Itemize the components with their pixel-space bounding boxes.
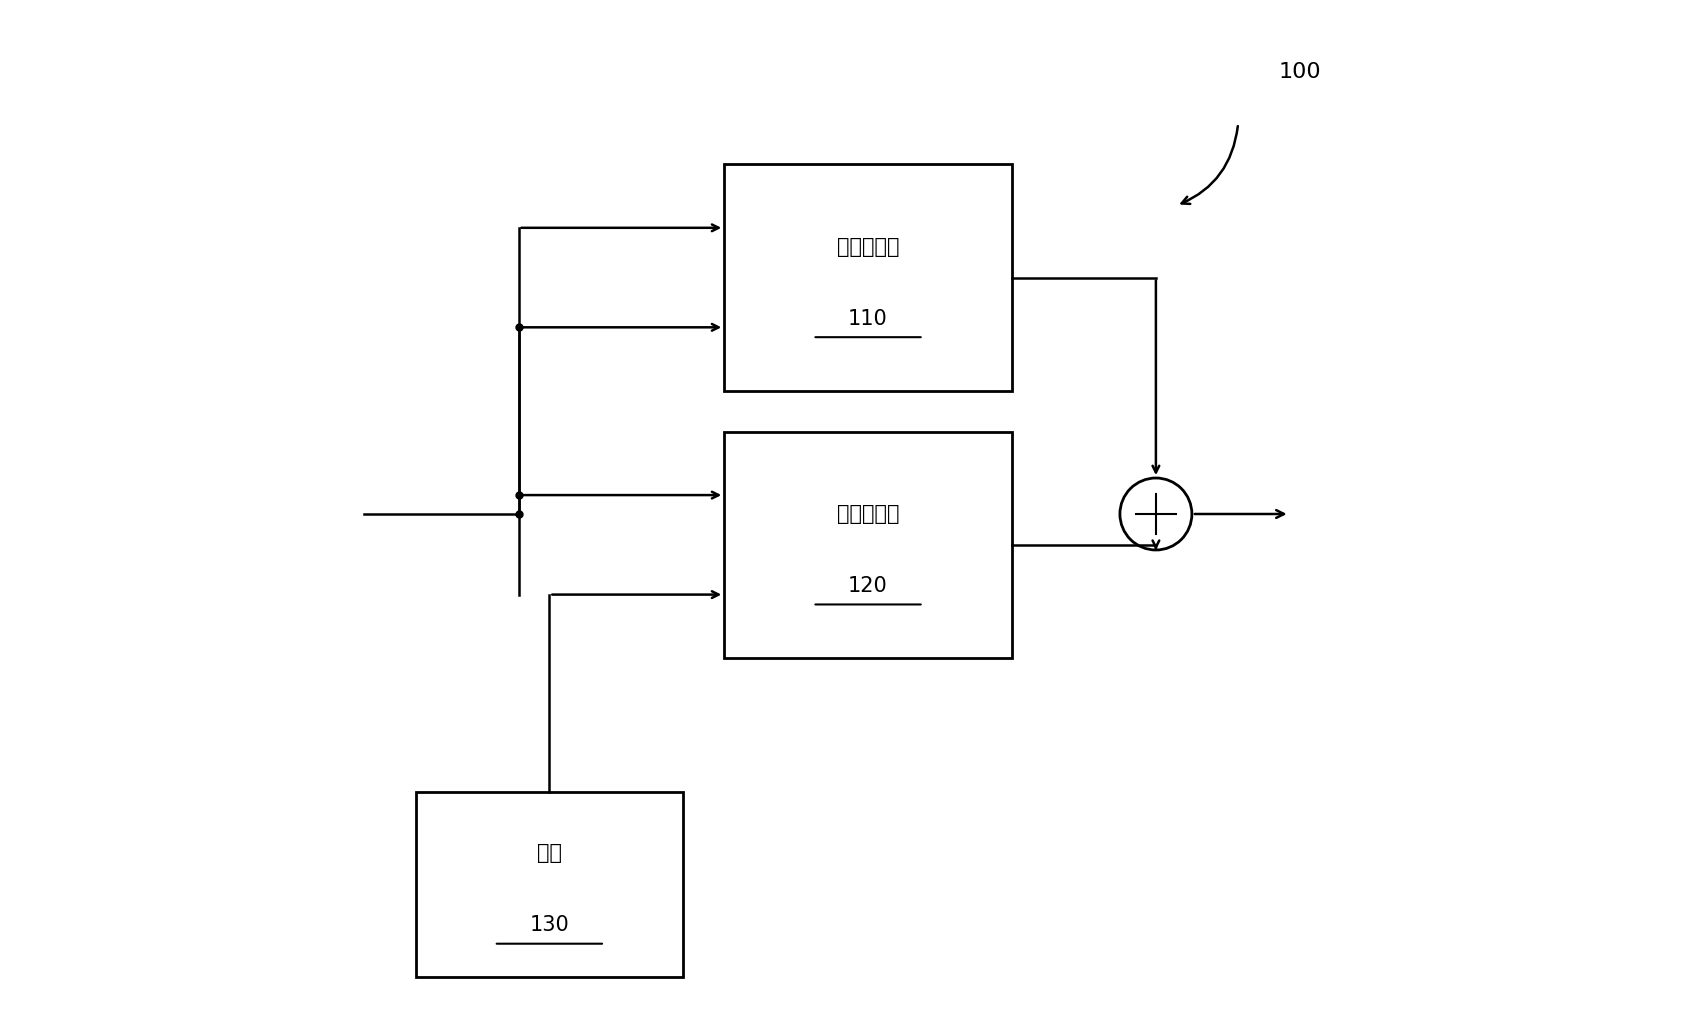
- Text: 120: 120: [848, 576, 888, 596]
- Text: 110: 110: [848, 308, 888, 329]
- Text: 控制: 控制: [537, 843, 561, 864]
- Text: 平滑增益级: 平滑增益级: [837, 236, 900, 257]
- Text: 100: 100: [1278, 62, 1320, 82]
- Text: 高通增益级: 高通增益级: [837, 504, 900, 524]
- FancyBboxPatch shape: [415, 792, 683, 977]
- Text: 130: 130: [529, 915, 570, 935]
- FancyArrowPatch shape: [1181, 126, 1237, 204]
- FancyBboxPatch shape: [724, 164, 1012, 391]
- FancyBboxPatch shape: [724, 432, 1012, 658]
